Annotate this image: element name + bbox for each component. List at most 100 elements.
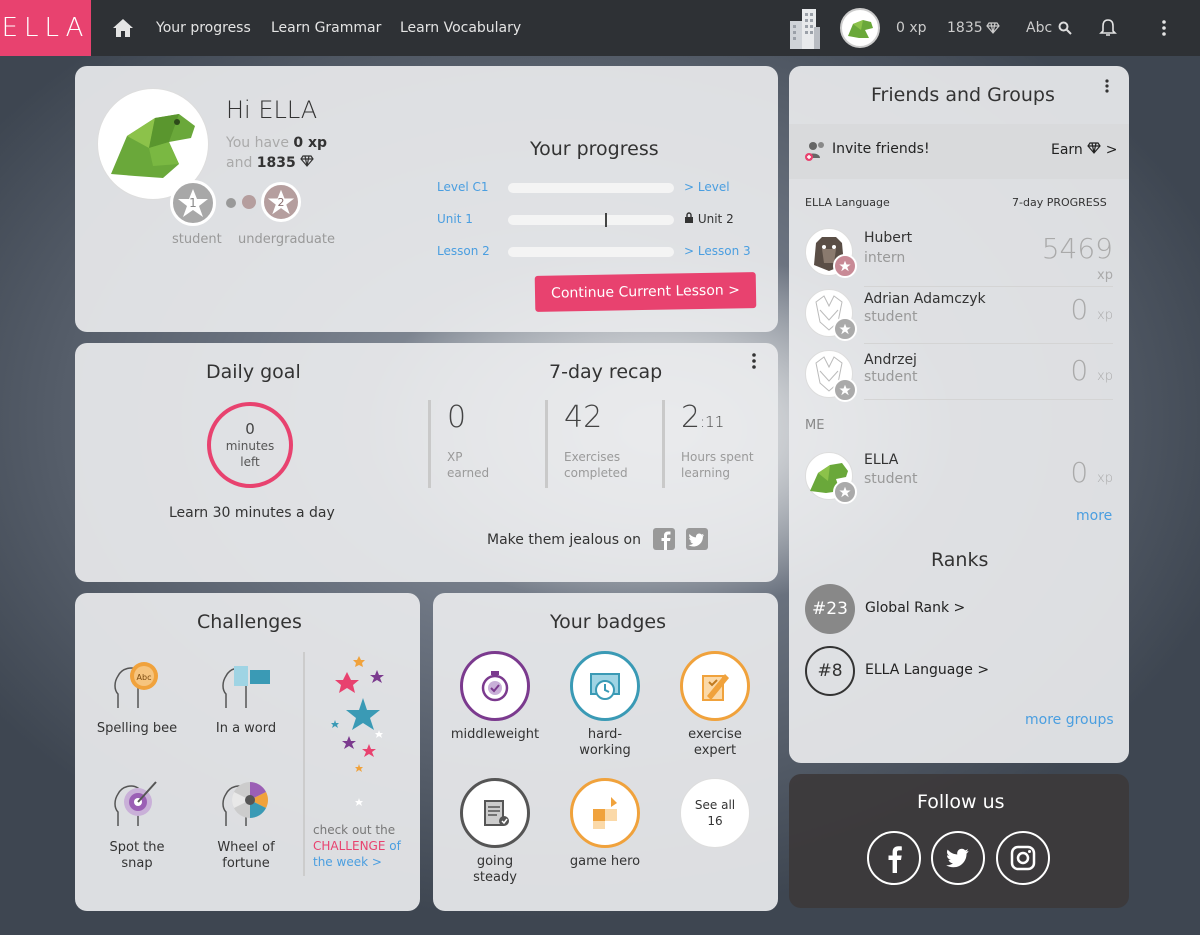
friend-row[interactable]: Andrzej student 0 xp xyxy=(805,350,1113,404)
badge-hard-working[interactable] xyxy=(570,651,640,721)
left-label: left xyxy=(240,455,260,469)
level-progress-bar xyxy=(508,183,674,193)
bell-icon[interactable] xyxy=(1099,0,1117,56)
challenge-spot-the-snap-line1: Spot the xyxy=(109,840,165,855)
see-all-label: See all xyxy=(694,798,736,812)
spelling-bee-icon[interactable]: Abc xyxy=(112,660,164,714)
you-have-label: You have xyxy=(226,135,289,151)
daily-goal-ring: 0 minutes left xyxy=(207,402,293,488)
stat-exercises-label-2: completed xyxy=(564,466,628,480)
daily-goal-caption: Learn 30 minutes a day xyxy=(169,505,335,521)
divider xyxy=(864,286,1113,287)
group-rank-link[interactable]: ELLA Language > xyxy=(865,662,990,678)
greeting: Hi ELLA xyxy=(226,96,318,124)
rank-star-icon xyxy=(833,254,857,278)
friend-xp: 5469 xyxy=(1041,232,1113,265)
stat-exercises-label: Exercises xyxy=(564,450,621,464)
twitter-share-icon[interactable] xyxy=(686,528,708,550)
stat-hours: 2:11 Hours spent learning xyxy=(662,400,754,488)
earn-gems-link[interactable]: Earn > xyxy=(1051,142,1117,158)
next-lesson-link[interactable]: > Lesson 3 xyxy=(684,244,751,258)
stat-xp-label-2: earned xyxy=(447,466,490,480)
divider xyxy=(864,343,1113,344)
nav-your-progress[interactable]: Your progress xyxy=(156,20,251,36)
cta-challenge: CHALLENGE xyxy=(313,839,386,853)
follow-title: Follow us xyxy=(917,791,1005,813)
earn-arrow: > xyxy=(1105,142,1118,158)
more-friends-link[interactable]: more xyxy=(1076,508,1113,524)
friend-xp: 0 xp xyxy=(1070,354,1113,387)
wheel-of-fortune-icon[interactable] xyxy=(220,778,272,832)
nav-learn-vocabulary[interactable]: Learn Vocabulary xyxy=(400,20,522,36)
cta-week: the week > xyxy=(313,855,382,869)
recap-menu-icon[interactable] xyxy=(752,353,756,373)
search-icon[interactable] xyxy=(1058,0,1072,56)
user-avatar[interactable] xyxy=(840,0,880,56)
friend-xp: 0 xp xyxy=(1070,293,1113,326)
global-rank-link[interactable]: Global Rank > xyxy=(865,600,966,616)
language-toggle[interactable]: Abc xyxy=(1026,20,1053,36)
facebook-share-icon[interactable] xyxy=(653,528,675,550)
badge-exercise-expert[interactable] xyxy=(680,651,750,721)
cta-of: of xyxy=(389,839,401,853)
next-unit-locked: Unit 2 xyxy=(684,212,734,226)
more-menu-icon[interactable] xyxy=(1162,0,1166,56)
stat-exercises: 42 Exercises completed xyxy=(545,400,628,488)
more-groups-link[interactable]: more groups xyxy=(1025,712,1114,728)
stat-hours-label: Hours spent xyxy=(681,450,754,464)
spot-the-snap-icon[interactable] xyxy=(112,778,164,832)
badge-game-hero-label: game hero xyxy=(569,854,641,869)
group-rank-badge: #8 xyxy=(805,646,855,696)
next-level-link[interactable]: > Level xyxy=(684,180,730,194)
badges-card xyxy=(433,593,778,911)
see-all-badges-button[interactable]: See all 16 xyxy=(680,778,750,848)
badge-middleweight[interactable] xyxy=(460,651,530,721)
challenges-divider xyxy=(303,652,305,876)
stat-xp-label: XP xyxy=(447,450,463,464)
level-2-num: 2 xyxy=(277,195,285,209)
badge-going-steady[interactable] xyxy=(460,778,530,848)
friend-row[interactable]: Hubert intern 5469 xp xyxy=(805,228,1113,283)
level-1-num: 1 xyxy=(189,196,197,210)
friend-name: Hubert xyxy=(864,230,913,246)
my-name: ELLA xyxy=(864,452,899,468)
gem-icon xyxy=(300,155,314,167)
lock-icon xyxy=(685,212,693,223)
instagram-follow-icon[interactable] xyxy=(996,831,1050,885)
earn-label: Earn xyxy=(1051,142,1083,158)
rank-star-icon xyxy=(833,480,857,504)
next-unit-label: Unit 2 xyxy=(697,212,734,226)
gems-value: 1835 xyxy=(947,20,983,36)
challenges-card xyxy=(75,593,420,911)
in-a-word-icon[interactable] xyxy=(220,660,272,714)
stat-xp-earned: 0 XP earned xyxy=(428,400,489,488)
challenge-of-week-link[interactable]: check out the CHALLENGE of the week > xyxy=(313,822,401,870)
challenge-in-a-word[interactable]: In a word xyxy=(215,721,277,736)
progress-unit-label: Unit 1 xyxy=(437,212,473,226)
invite-friends-bar[interactable] xyxy=(789,124,1129,179)
my-row[interactable]: ELLA student 0 xp xyxy=(805,452,1113,506)
challenge-spelling-bee[interactable]: Spelling bee xyxy=(96,721,178,736)
invite-friends-label[interactable]: Invite friends! xyxy=(832,141,930,157)
city-icon[interactable] xyxy=(788,0,822,56)
unit-progress-marker xyxy=(605,213,607,227)
ella-logo[interactable]: ELLA xyxy=(0,0,91,56)
me-label: ME xyxy=(805,418,825,433)
badges-title: Your badges xyxy=(550,611,667,633)
add-friends-icon xyxy=(804,140,828,166)
progress-lesson-label: Lesson 2 xyxy=(437,244,490,258)
challenge-spot-the-snap[interactable]: Spot the snap xyxy=(87,840,187,872)
home-icon[interactable] xyxy=(112,0,134,56)
nav-learn-grammar[interactable]: Learn Grammar xyxy=(271,20,382,36)
twitter-follow-icon[interactable] xyxy=(931,831,985,885)
friend-row[interactable]: Adrian Adamczyk student 0 xp xyxy=(805,289,1113,343)
facebook-follow-icon[interactable] xyxy=(867,831,921,885)
badge-game-hero[interactable] xyxy=(570,778,640,848)
friend-xp-unit: xp xyxy=(1097,369,1113,384)
continue-lesson-button[interactable]: Continue Current Lesson > xyxy=(534,272,757,312)
challenge-wheel-of-fortune[interactable]: Wheel of fortune xyxy=(196,840,296,872)
friends-menu-icon[interactable] xyxy=(1105,78,1109,97)
stat-hours-value: 2 xyxy=(681,400,701,435)
gems-summary: and 1835 xyxy=(226,155,314,171)
badge-hard-working-line1: hard- xyxy=(587,727,623,742)
